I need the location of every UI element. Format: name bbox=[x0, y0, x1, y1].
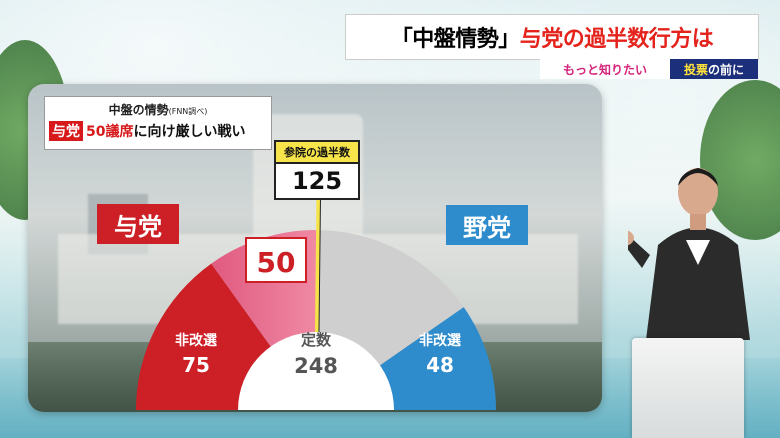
reporter bbox=[628, 168, 750, 340]
gauge-center bbox=[238, 332, 394, 410]
opposition-current-value: 48 bbox=[426, 353, 454, 377]
info-rest: に向け厳しい戦い bbox=[133, 124, 246, 140]
info-title-text: 中盤の情勢 bbox=[108, 103, 169, 117]
total-label: 定数 bbox=[301, 331, 332, 349]
info-title: 中盤の情勢(FNN調べ) bbox=[45, 101, 271, 118]
info-source: (FNN調べ) bbox=[168, 107, 208, 116]
info-line: 与党 50議席 に向け厳しい戦い bbox=[49, 121, 245, 141]
opposition-party-label: 野党 bbox=[446, 205, 528, 245]
podium bbox=[632, 338, 744, 438]
opposition-current-label: 非改選 bbox=[419, 332, 461, 349]
headline-banner: 「中盤情勢」 与党の過半数行方は bbox=[345, 14, 759, 60]
subtitle-right-rest: の前に bbox=[708, 62, 745, 77]
ruling-current-label: 非改選 bbox=[175, 332, 217, 349]
ruling-current-value: 75 bbox=[182, 353, 210, 377]
subtitle-right: 投票 の前に bbox=[670, 59, 758, 79]
info-number: 50議席 bbox=[86, 124, 134, 140]
majority-line-edge bbox=[318, 200, 321, 333]
target-value: 50 bbox=[257, 246, 296, 279]
majority-value: 125 bbox=[291, 167, 343, 195]
subtitle-right-highlight: 投票 bbox=[683, 62, 708, 77]
majority-label: 参院の過半数 bbox=[276, 142, 358, 164]
subtitle-left: もっと知りたい bbox=[540, 59, 670, 79]
ruling-party-label: 与党 bbox=[97, 204, 179, 244]
total-value: 248 bbox=[294, 354, 338, 378]
majority-line bbox=[314, 199, 321, 333]
info-box: 中盤の情勢(FNN調べ) 与党 50議席 に向け厳しい戦い bbox=[44, 96, 272, 150]
info-tag: 与党 bbox=[49, 121, 83, 141]
target-box bbox=[245, 237, 307, 283]
headline-part2: 与党の過半数行方は bbox=[519, 27, 714, 52]
headline-part1: 「中盤情勢」 bbox=[390, 27, 521, 52]
majority-box: 参院の過半数 125 bbox=[274, 140, 360, 200]
plant-right bbox=[700, 80, 780, 240]
subtitle-bar: もっと知りたい 投票 の前に bbox=[540, 59, 758, 79]
